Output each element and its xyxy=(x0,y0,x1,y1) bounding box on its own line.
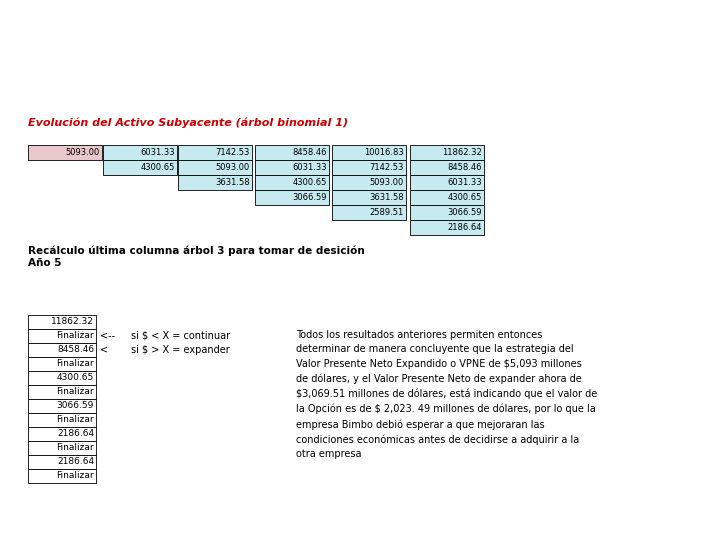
Bar xyxy=(255,175,329,190)
Text: Finalizar: Finalizar xyxy=(56,415,94,424)
Bar xyxy=(28,469,96,483)
Text: <--: <-- xyxy=(100,331,115,341)
Bar xyxy=(28,371,96,385)
Text: si $ < X = continuar: si $ < X = continuar xyxy=(131,331,230,341)
Text: Evolución del Activo Subyacente (árbol binomial 1): Evolución del Activo Subyacente (árbol b… xyxy=(28,118,348,129)
Text: 7142.53: 7142.53 xyxy=(215,148,250,157)
Text: Finalizar: Finalizar xyxy=(56,332,94,341)
Text: Año 5: Año 5 xyxy=(28,258,61,268)
Text: 6031.33: 6031.33 xyxy=(447,178,482,187)
Text: Recálculo última columna árbol 3 para tomar de desición: Recálculo última columna árbol 3 para to… xyxy=(28,246,365,256)
Text: 5093.00: 5093.00 xyxy=(370,178,404,187)
Text: Finalizar: Finalizar xyxy=(56,388,94,396)
Bar xyxy=(178,160,252,175)
Text: 2186.64: 2186.64 xyxy=(57,429,94,438)
Bar xyxy=(28,413,96,427)
Text: 5093.00: 5093.00 xyxy=(66,148,100,157)
Bar xyxy=(410,145,484,160)
Text: 7142.53: 7142.53 xyxy=(369,163,404,172)
Text: 4300.65: 4300.65 xyxy=(292,178,327,187)
Text: 8458.46: 8458.46 xyxy=(448,163,482,172)
Bar xyxy=(28,145,102,160)
Bar xyxy=(28,315,96,329)
Text: 3066.59: 3066.59 xyxy=(292,193,327,202)
Text: 2186.64: 2186.64 xyxy=(57,457,94,467)
Text: 11862.32: 11862.32 xyxy=(442,148,482,157)
Bar xyxy=(28,357,96,371)
Text: 2186.64: 2186.64 xyxy=(448,223,482,232)
Text: 6031.33: 6031.33 xyxy=(292,163,327,172)
Text: Finalizar: Finalizar xyxy=(56,360,94,368)
Text: 11862.32: 11862.32 xyxy=(51,318,94,327)
Bar xyxy=(410,220,484,235)
Text: 10016.83: 10016.83 xyxy=(364,148,404,157)
Bar xyxy=(332,205,406,220)
Text: 8458.46: 8458.46 xyxy=(292,148,327,157)
Text: 6031.33: 6031.33 xyxy=(140,148,175,157)
Bar xyxy=(410,175,484,190)
Bar xyxy=(178,145,252,160)
Text: 4300.65: 4300.65 xyxy=(57,374,94,382)
Text: 3631.58: 3631.58 xyxy=(215,178,250,187)
Bar xyxy=(255,190,329,205)
Text: Finalizar: Finalizar xyxy=(56,471,94,481)
Text: 4300.65: 4300.65 xyxy=(140,163,175,172)
Text: Todos los resultados anteriores permiten entonces
determinar de manera concluyen: Todos los resultados anteriores permiten… xyxy=(296,330,598,459)
Text: 3066.59: 3066.59 xyxy=(57,402,94,410)
Text: Finalizar: Finalizar xyxy=(56,443,94,453)
Text: 5093.00: 5093.00 xyxy=(216,163,250,172)
Bar xyxy=(332,190,406,205)
Bar xyxy=(332,175,406,190)
Text: 3066.59: 3066.59 xyxy=(448,208,482,217)
Bar xyxy=(255,145,329,160)
Text: 2589.51: 2589.51 xyxy=(370,208,404,217)
Bar xyxy=(103,160,177,175)
Text: si $ > X = expander: si $ > X = expander xyxy=(131,345,230,355)
Bar xyxy=(103,145,177,160)
Text: 8458.46: 8458.46 xyxy=(57,346,94,354)
Bar xyxy=(410,160,484,175)
Bar xyxy=(28,329,96,343)
Bar xyxy=(28,427,96,441)
Bar xyxy=(28,399,96,413)
Bar xyxy=(332,145,406,160)
Bar xyxy=(178,175,252,190)
Bar xyxy=(410,205,484,220)
Text: 3631.58: 3631.58 xyxy=(369,193,404,202)
Bar xyxy=(410,190,484,205)
Bar xyxy=(28,441,96,455)
Bar xyxy=(255,160,329,175)
Bar xyxy=(28,385,96,399)
Text: <: < xyxy=(100,345,108,355)
Bar xyxy=(332,160,406,175)
Text: 4300.65: 4300.65 xyxy=(448,193,482,202)
Bar xyxy=(28,455,96,469)
Bar xyxy=(28,343,96,357)
